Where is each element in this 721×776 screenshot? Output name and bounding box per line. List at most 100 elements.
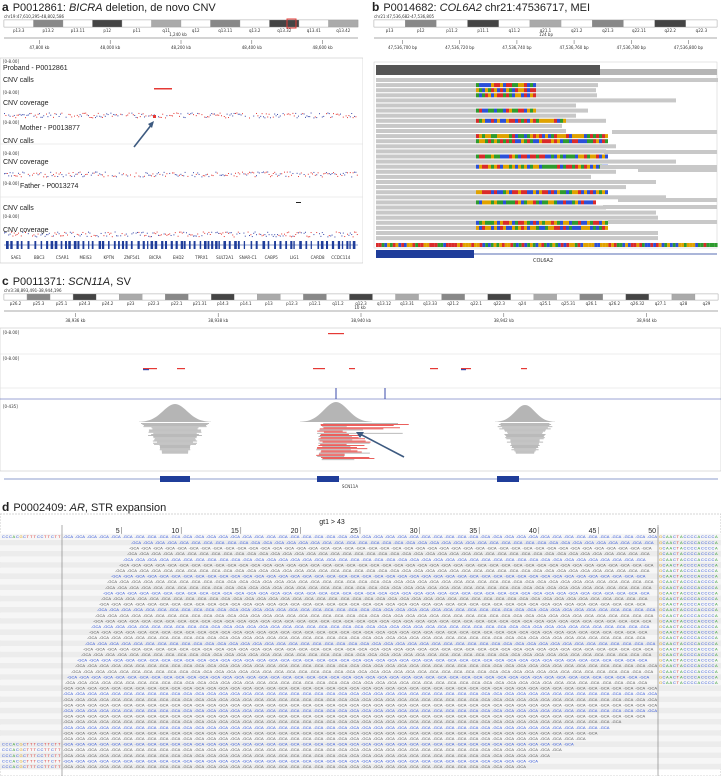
repeat-unit: -GCA [554, 630, 564, 635]
coverage-point [151, 175, 152, 177]
coverage-point [74, 115, 75, 117]
soft-clip-base [557, 154, 560, 159]
coverage-point [320, 175, 322, 177]
repeat-unit: -GCA [468, 702, 478, 707]
repeat-unit: -GCA [111, 747, 121, 752]
repeat-unit: -GCA [449, 590, 459, 595]
coverage-point [236, 233, 238, 235]
ref-base [642, 243, 645, 247]
repeat-unit: -GCA [242, 708, 252, 713]
repeat-unit: -GCA [327, 630, 337, 635]
repeat-unit: -GCA [186, 624, 196, 629]
discordant-read [323, 427, 400, 429]
repeat-unit: -GCA [240, 607, 250, 612]
repeat-unit: -GCA [236, 546, 246, 551]
coverage-point [128, 112, 130, 114]
repeat-unit: -GCA [155, 646, 165, 651]
coverage-point [27, 173, 29, 175]
repeat-unit: -GCA [361, 686, 371, 691]
repeat-unit: -GCA [301, 714, 311, 719]
coverage-point [198, 173, 200, 175]
repeat-unit: -GCA [453, 562, 463, 567]
soft-clip-base [521, 164, 524, 169]
coverage-peak [139, 404, 211, 422]
repeat-unit: -GCA [337, 747, 347, 752]
coverage-point [156, 173, 158, 175]
soft-clip-base [524, 225, 527, 230]
gene-exon [237, 241, 240, 249]
repeat-unit: -GCA [184, 596, 194, 601]
flank-base: A [715, 646, 718, 651]
soft-clip-base [497, 88, 500, 93]
ref-base [633, 243, 637, 247]
repeat-unit: -GCA [584, 562, 594, 567]
soft-clip-base [533, 200, 536, 205]
coverage-point [142, 231, 144, 233]
coverage-point [291, 236, 292, 238]
repeat-unit: -GCA [484, 590, 494, 595]
read [153, 436, 197, 437]
read [143, 426, 207, 428]
read-row-bg [0, 539, 721, 546]
soft-clip-base [602, 134, 605, 139]
repeat-unit: -GCA [361, 534, 371, 539]
ref-base: C [16, 764, 19, 769]
repeat-unit: -GCA [218, 686, 228, 691]
repeat-unit: -GCA [616, 568, 626, 573]
repeat-unit: -GCA [512, 646, 522, 651]
repeat-unit: -GCA [292, 630, 302, 635]
repeat-unit: -GCA [339, 630, 349, 635]
repeat-unit: -GCA [195, 557, 205, 562]
repeat-unit: -GCA [198, 590, 208, 595]
repeat-unit: -GCA [226, 646, 236, 651]
repeat-unit: -GCA [135, 725, 145, 730]
repeat-unit: -GCA [444, 747, 454, 752]
repeat-unit: -GCA [145, 607, 155, 612]
flank-base: A [680, 674, 683, 679]
ref-base [490, 243, 494, 247]
repeat-unit: -GCA [123, 719, 133, 724]
discordant-read [318, 436, 352, 437]
soft-clip-base [503, 93, 506, 98]
repeat-unit: -GCA [439, 585, 449, 590]
flank-base: C [705, 652, 708, 657]
repeat-unit: -GCA [409, 753, 419, 758]
repeat-unit: -GCA [113, 630, 123, 635]
repeat-unit: -GCA [580, 624, 590, 629]
coverage-point [58, 173, 60, 175]
flank-base: A [670, 602, 673, 607]
repeat-unit: -GCA [182, 725, 192, 730]
repeat-unit: -GCA [141, 546, 151, 551]
repeat-unit: -GCA [429, 562, 439, 567]
flank-base: T [677, 590, 680, 595]
soft-clip-base [503, 88, 506, 93]
read [510, 445, 540, 446]
ideogram-band-label: p12.1 [309, 301, 321, 306]
soft-clip-base [539, 139, 542, 144]
ideogram-band-label: p25.3 [33, 301, 45, 306]
repeat-unit: -GCA [325, 686, 335, 691]
soft-clip-base [593, 164, 596, 169]
flank-base: A [680, 652, 683, 657]
repeat-unit: -GCA [236, 652, 246, 657]
read [506, 441, 544, 443]
coverage-point [4, 173, 5, 175]
repeat-unit: -GCA [289, 730, 299, 735]
soft-clip-base [578, 200, 581, 205]
repeat-unit: -GCA [131, 562, 141, 567]
ideogram-band [349, 293, 373, 301]
coverage-point [145, 115, 147, 117]
repeat-unit: -GCA [456, 725, 466, 730]
soft-clip-base [593, 225, 596, 230]
repeat-unit: -GCA [288, 641, 298, 646]
repeat-unit: -GCA [439, 546, 449, 551]
repeat-unit: -GCA [234, 674, 244, 679]
str-reads: C C C A C G C T T T C C T T C T T -GCA -GCA -GCA -GCA -GCA -GC… [0, 533, 721, 770]
repeat-unit: -GCA [441, 562, 451, 567]
repeat-unit: -GCA [178, 669, 188, 674]
ref-base: C [51, 758, 54, 763]
coverage-point [9, 233, 11, 235]
repeat-unit: -GCA [270, 590, 280, 595]
repeat-unit: -GCA [224, 618, 234, 623]
repeat-unit: -GCA [111, 719, 121, 724]
